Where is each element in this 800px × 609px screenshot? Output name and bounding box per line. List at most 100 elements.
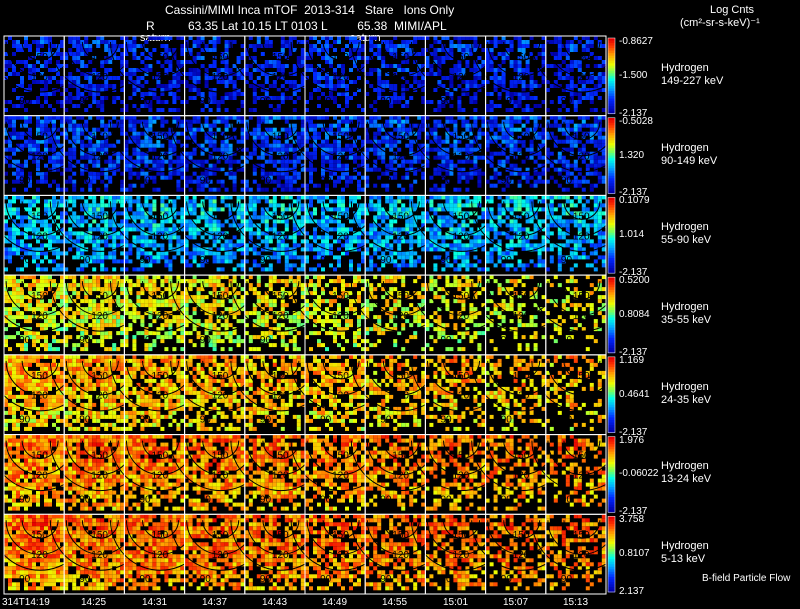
contour-label: 90 — [561, 96, 573, 107]
colorbar-tick: 1.320 — [619, 150, 645, 161]
contour-label: 120 — [392, 72, 409, 83]
colorbar-segment — [608, 220, 615, 224]
colorbar-segment — [608, 350, 615, 354]
image-frame-r2-c7 — [411, 195, 513, 272]
colorbar-segment — [608, 504, 615, 508]
colorbar-r4 — [607, 356, 616, 433]
colorbar-segment — [608, 502, 615, 506]
contour-label: 120 — [272, 391, 289, 402]
contour-label: 90 — [501, 176, 513, 187]
contour-label: 150 — [513, 52, 530, 63]
contour-label: 90 — [140, 415, 152, 426]
colorbar-segment — [608, 449, 615, 453]
image-frame-r5-c8 — [471, 434, 573, 511]
colorbar-segment — [608, 237, 615, 241]
image-frame-r5-c4 — [230, 434, 332, 511]
energy-label: 55-90 keV — [661, 234, 712, 246]
contour-label: 90 — [19, 255, 31, 266]
colorbar-r5 — [607, 436, 616, 513]
contour-label: 150 — [513, 530, 530, 541]
image-frame-r1-c9 — [531, 115, 633, 192]
contour-label: 150 — [573, 52, 590, 63]
time-label: 14:49 — [322, 597, 348, 608]
contour-label: 150 — [513, 371, 530, 382]
contour-label: 120 — [212, 72, 229, 83]
colorbar-segment — [608, 235, 615, 239]
colorbar-segment — [608, 158, 615, 162]
colorbar-segment — [608, 526, 615, 530]
contour-label: 150 — [91, 52, 108, 63]
colorbar-r6 — [607, 516, 616, 593]
contour-label: 150 — [272, 451, 289, 462]
contour-label: 120 — [31, 152, 48, 163]
colorbar-r2 — [607, 197, 616, 274]
colorbar-segment — [608, 389, 615, 393]
colorbar-segment — [608, 222, 615, 226]
image-frame-r0-c8 — [471, 36, 573, 112]
species-label: Hydrogen — [661, 381, 709, 393]
contour-label: 150 — [212, 291, 229, 302]
colorbar-segment — [608, 551, 615, 555]
colorbar-tick: -0.06022 — [619, 468, 659, 479]
contour-label: 90 — [79, 574, 91, 585]
colorbar-segment — [608, 106, 615, 110]
contour-label: 150 — [332, 291, 349, 302]
image-frame-r0-c6 — [350, 36, 452, 112]
colorbar-segment — [608, 332, 615, 336]
colorbar-segment — [608, 180, 615, 184]
colorbar-segment — [608, 556, 615, 560]
colorbar-tick: -2.137 — [619, 267, 648, 278]
contour-label: 150 — [31, 371, 48, 382]
colorbar-segment — [608, 150, 615, 154]
contour-label: 120 — [272, 231, 289, 242]
colorbar-segment — [608, 93, 615, 97]
contour-label: 120 — [513, 550, 530, 561]
colorbar-segment — [608, 135, 615, 139]
colorbar-segment — [608, 397, 615, 401]
colorbar-segment — [608, 103, 615, 107]
image-frame-r3-c7 — [411, 275, 513, 352]
contour-label: 90 — [441, 176, 453, 187]
colorbar-segment — [608, 369, 615, 373]
colorbar-tick: 0.5200 — [619, 275, 650, 286]
energy-label: 13-24 keV — [661, 473, 712, 485]
contour-label: 120 — [513, 311, 530, 322]
species-label: Hydrogen — [661, 540, 709, 552]
colorbar-segment — [608, 479, 615, 483]
colorbar-segment — [608, 96, 615, 99]
contour-label: 150 — [31, 451, 48, 462]
colorbar-segment — [608, 422, 615, 426]
colorbar-segment — [608, 312, 615, 316]
contour-label: 150 — [272, 291, 289, 302]
contour-label: 120 — [31, 72, 48, 83]
colorbar-tick: -2.137 — [619, 187, 648, 198]
contour-label: 90 — [561, 176, 573, 187]
units-line-1: Log Cnts — [710, 4, 755, 16]
colorbar-segment — [608, 188, 615, 192]
image-frame-r4-c4 — [230, 354, 332, 431]
colorbar-tick: -1.500 — [619, 70, 648, 81]
contour-label: 90 — [19, 335, 31, 346]
contour-label: 90 — [19, 494, 31, 505]
colorbar-segment — [608, 523, 615, 527]
colorbar-segment — [608, 232, 615, 236]
colorbar-segment — [608, 302, 615, 306]
contour-label: 120 — [91, 231, 108, 242]
contour-label: 120 — [453, 152, 470, 163]
colorbar-segment — [608, 207, 615, 211]
colorbar-segment — [608, 531, 615, 535]
image-frame-r5-c0 — [0, 434, 91, 511]
colorbar-segment — [608, 132, 615, 136]
colorbar-segment — [608, 541, 615, 545]
species-label: Hydrogen — [661, 221, 709, 233]
image-frame-r0-c0 — [0, 36, 91, 112]
contour-label: 90 — [260, 574, 272, 585]
colorbar-segment — [608, 487, 615, 490]
contour-label: 120 — [272, 72, 289, 83]
contour-label: 90 — [501, 415, 513, 426]
colorbar-segment — [608, 304, 615, 308]
image-frame-r6-c8 — [471, 514, 573, 591]
colorbar-segment — [608, 250, 615, 254]
image-frame-r2-c9 — [531, 195, 633, 272]
image-frame-r2-c0 — [0, 195, 91, 272]
